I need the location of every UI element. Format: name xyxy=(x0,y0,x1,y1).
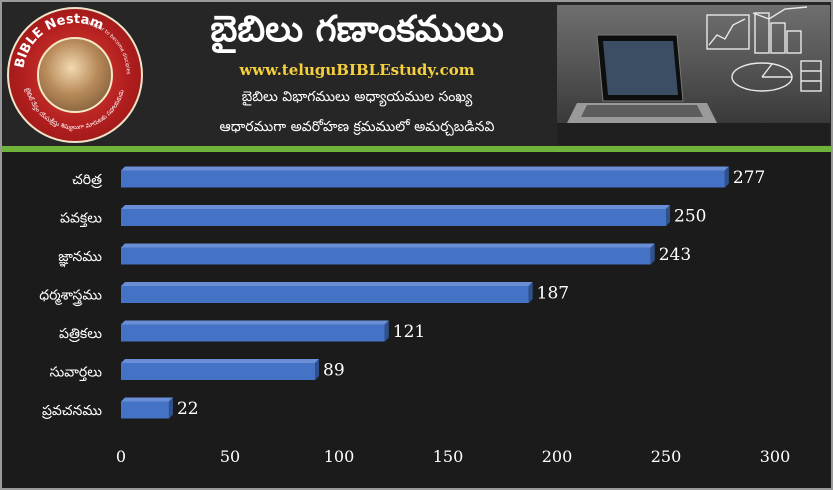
website-url: www.teluguBIBLEstudy.com xyxy=(239,61,475,79)
category-label-5: పత్రికలు xyxy=(59,326,102,343)
subtitle-line-1: బైబిలు విభాగములు అధ్యాయముల సంఖ్య xyxy=(241,89,473,105)
category-label-2: పవక్తలు xyxy=(60,211,102,228)
bar-6 xyxy=(121,359,320,380)
data-label-6: 89 xyxy=(323,361,345,381)
category-label-7: ప్రవచనము xyxy=(42,403,102,419)
x-tick-label-3: 100 xyxy=(324,447,355,466)
subtitle-line-2: ఆధారముగా అవరోహణ క్రమములో అమర్చబడినవి xyxy=(219,119,495,135)
bar-chart: చరిత్ర పవక్తలు జ్ఞానము ధర్మశాస్త్రము పత్రికల… xyxy=(39,166,791,466)
data-label-2: 250 xyxy=(674,207,706,227)
category-label-1: చరిత్ర xyxy=(72,172,102,189)
header-banner: BIBLE Nestam Helper to become disciples … xyxy=(2,2,831,146)
bar-1 xyxy=(121,166,729,188)
page-title: బైబిలు గణాంకములు xyxy=(210,9,504,50)
x-tick-label-5: 200 xyxy=(542,447,573,466)
bar-4 xyxy=(121,282,533,303)
data-label-1: 277 xyxy=(733,168,765,188)
category-label-6: సువార్తలు xyxy=(50,365,103,382)
x-tick-label-2: 50 xyxy=(220,447,240,466)
accent-divider xyxy=(2,146,831,152)
data-label-7: 22 xyxy=(177,399,199,419)
svg-text:బైబిల్ నేస్తం యేసుక్రీస్తు శిష: బైబిల్ నేస్తం యేసుక్రీస్తు శిష్యులుగా మా… xyxy=(24,87,126,132)
x-tick-label-4: 150 xyxy=(433,447,464,466)
category-label-3: జ్ఞానము xyxy=(58,249,102,268)
bar-5 xyxy=(121,320,389,342)
x-tick-label-6: 250 xyxy=(651,447,682,466)
logo-lettering: BIBLE Nestam Helper to become disciples … xyxy=(9,9,131,132)
bar-7 xyxy=(121,397,173,419)
data-label-5: 121 xyxy=(393,322,425,342)
x-tick-label-7: 300 xyxy=(760,447,791,466)
x-tick-label-1: 0 xyxy=(116,447,126,466)
svg-text:BIBLE Nestam: BIBLE Nestam xyxy=(12,12,105,69)
bar-2 xyxy=(121,205,670,226)
data-label-3: 243 xyxy=(659,245,691,265)
bible-nestam-logo: BIBLE Nestam Helper to become disciples … xyxy=(7,7,143,143)
bar-3 xyxy=(121,243,655,265)
laptop-illustration xyxy=(557,5,830,145)
data-label-4: 187 xyxy=(537,284,569,304)
logo-portrait xyxy=(37,37,113,113)
category-label-4: ధర్మశాస్త్రము xyxy=(39,288,102,307)
